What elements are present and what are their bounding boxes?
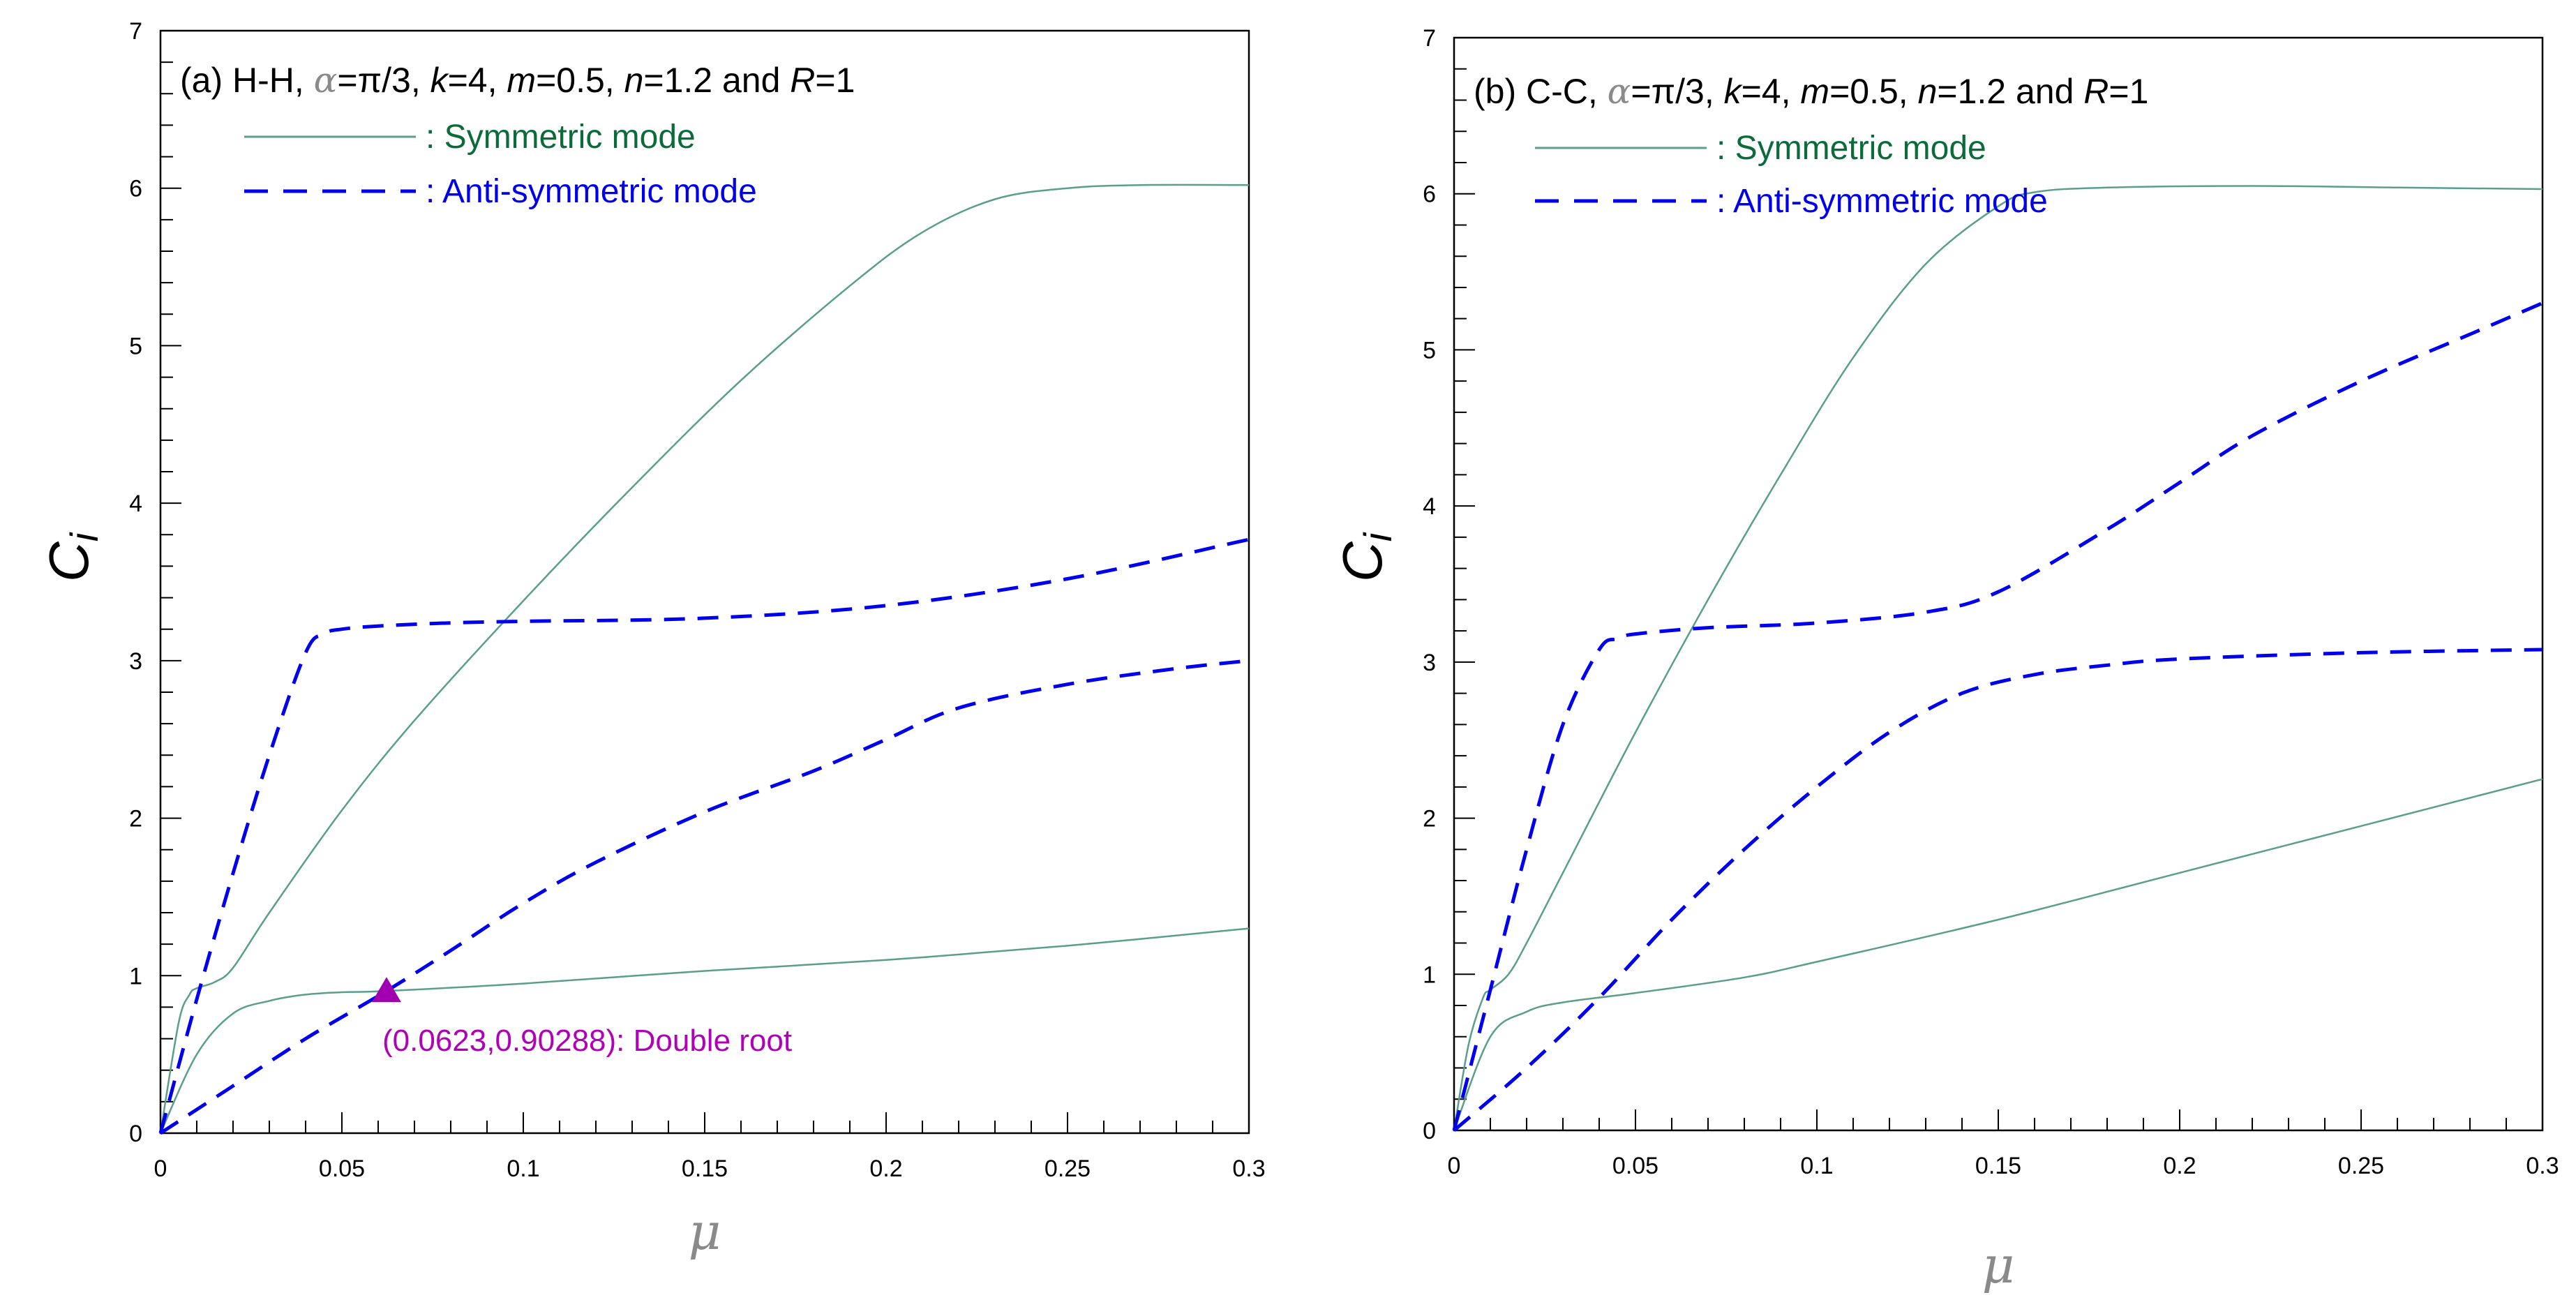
y-tick-label: 1 bbox=[129, 963, 142, 989]
y-tick-label: 7 bbox=[129, 18, 142, 45]
y-tick-label: 3 bbox=[129, 648, 142, 675]
series-group bbox=[1452, 185, 2543, 1132]
antisymmetric-series-line bbox=[158, 537, 1250, 1134]
marker-group bbox=[371, 977, 401, 1003]
series-group bbox=[158, 184, 1250, 1135]
y-tick-label: 5 bbox=[129, 333, 142, 359]
antisymmetric-series-line bbox=[1452, 301, 2543, 1131]
x-tick-labels: 0 0.05 0.1 0.15 0.2 0.25 0.3 bbox=[1448, 1153, 2559, 1179]
panel-a: 0 0.05 0.1 0.15 0.2 0.25 0.3 0 1 2 3 4 5 6 7 (a) H-H,… bbox=[38, 18, 1266, 1261]
y-tick-label: 1 bbox=[1423, 962, 1436, 988]
y-tick-label: 2 bbox=[1423, 806, 1436, 832]
x-tick-label: 0.25 bbox=[2338, 1153, 2384, 1179]
symmetric-series-line bbox=[1453, 778, 2543, 1131]
legend-antisymmetric-label: : Anti-symmetric mode bbox=[1716, 183, 2048, 220]
x-tick-label: 0.3 bbox=[1232, 1155, 1265, 1182]
symmetric-series-line bbox=[159, 184, 1250, 1134]
y-tick-labels: 0 1 2 3 4 5 6 7 bbox=[1423, 25, 1436, 1144]
x-tick-label: 0.1 bbox=[1800, 1153, 1833, 1179]
y-tick-label: 7 bbox=[1423, 25, 1436, 52]
x-tick-label: 0.05 bbox=[319, 1155, 365, 1182]
y-tick-label: 4 bbox=[1423, 493, 1436, 520]
y-axis-label: Ci bbox=[1331, 532, 1400, 582]
x-tick-label: 0 bbox=[154, 1155, 167, 1182]
double-root-marker bbox=[371, 977, 401, 1003]
y-tick-label: 0 bbox=[129, 1121, 142, 1147]
x-tick-label: 0.25 bbox=[1044, 1155, 1091, 1182]
y-tick-labels: 0 1 2 3 4 5 6 7 bbox=[129, 18, 142, 1147]
antisymmetric-series-line bbox=[159, 659, 1250, 1135]
x-tick-label: 0.1 bbox=[507, 1155, 539, 1182]
chart-title: (a) H-H, α=π/3, k=4, m=0.5, n=1.2 and R=… bbox=[180, 60, 855, 100]
panel-b: 0 0.05 0.1 0.15 0.2 0.25 0.3 0 1 2 3 4 5 6 7 (b) C-C,… bbox=[1331, 25, 2559, 1294]
legend-antisymmetric-label: : Anti-symmetric mode bbox=[426, 173, 757, 210]
y-tick-label: 6 bbox=[129, 176, 142, 202]
legend-symmetric-label: : Symmetric mode bbox=[1716, 130, 1986, 167]
x-tick-label: 0 bbox=[1448, 1153, 1461, 1179]
x-axis-label: μ bbox=[1982, 1236, 2015, 1294]
y-tick-label: 3 bbox=[1423, 650, 1436, 676]
y-tick-label: 0 bbox=[1423, 1118, 1436, 1144]
symmetric-series-line bbox=[1453, 185, 2543, 1131]
x-axis-label: μ bbox=[689, 1202, 721, 1261]
chart-title: (b) C-C, α=π/3, k=4, m=0.5, n=1.2 and R=… bbox=[1474, 71, 2148, 112]
antisymmetric-series-line bbox=[1453, 648, 2543, 1132]
symmetric-series-line bbox=[159, 927, 1250, 1134]
axis-ticks bbox=[1453, 37, 2543, 1131]
x-tick-labels: 0 0.05 0.1 0.15 0.2 0.25 0.3 bbox=[154, 1155, 1266, 1182]
y-tick-label: 4 bbox=[129, 491, 142, 517]
y-tick-label: 2 bbox=[129, 806, 142, 832]
x-tick-label: 0.2 bbox=[2163, 1153, 2196, 1179]
x-tick-label: 0.15 bbox=[682, 1155, 728, 1182]
x-tick-label: 0.15 bbox=[1975, 1153, 2021, 1179]
y-axis-label: Ci bbox=[38, 532, 106, 582]
x-tick-label: 0.3 bbox=[2526, 1153, 2559, 1179]
axis-ticks bbox=[160, 30, 1250, 1134]
x-tick-label: 0.2 bbox=[869, 1155, 902, 1182]
y-tick-label: 6 bbox=[1423, 181, 1436, 208]
y-tick-label: 5 bbox=[1423, 337, 1436, 364]
legend-symmetric-label: : Symmetric mode bbox=[426, 119, 696, 156]
marker-annotation: (0.0623,0.90288): Double root bbox=[382, 1024, 792, 1058]
x-tick-label: 0.05 bbox=[1612, 1153, 1658, 1179]
